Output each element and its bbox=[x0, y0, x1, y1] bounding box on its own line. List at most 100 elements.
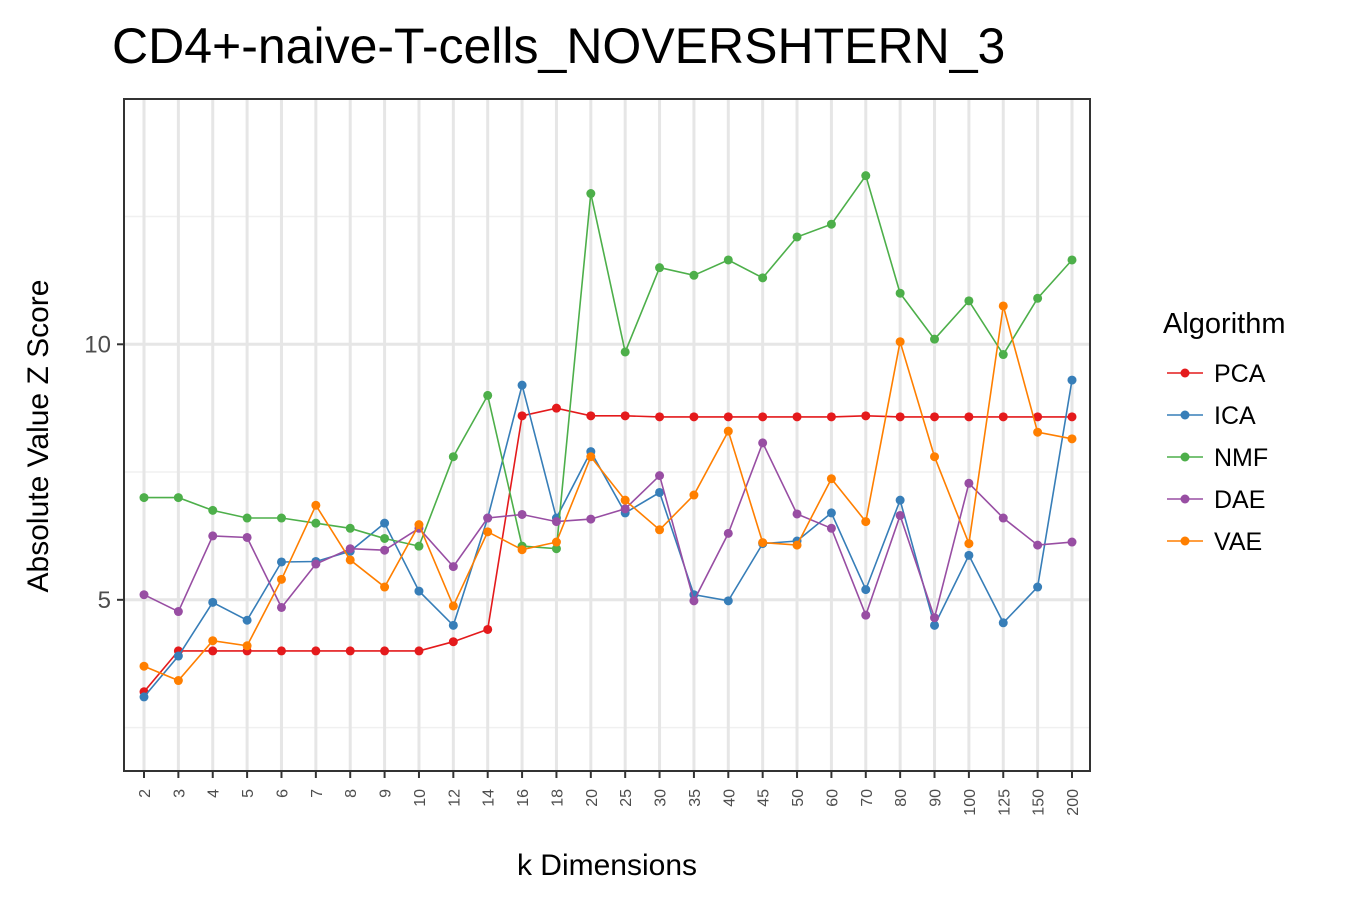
data-point-nmf bbox=[964, 296, 974, 306]
x-tick-label: 150 bbox=[1031, 789, 1048, 816]
data-point-dae bbox=[620, 504, 630, 514]
data-point-vae bbox=[758, 538, 768, 548]
data-point-vae bbox=[345, 555, 355, 565]
data-point-pca bbox=[620, 411, 630, 421]
data-point-dae bbox=[517, 509, 527, 519]
data-point-pca bbox=[826, 412, 836, 422]
data-point-nmf bbox=[139, 493, 149, 503]
data-point-nmf bbox=[242, 513, 252, 523]
data-point-nmf bbox=[311, 518, 321, 528]
data-point-ica bbox=[1067, 375, 1077, 385]
data-point-dae bbox=[345, 544, 355, 554]
series-line-dae bbox=[143, 440, 1073, 621]
data-point-ica bbox=[517, 380, 527, 390]
x-tick-label: 18 bbox=[549, 789, 566, 807]
data-point-pca bbox=[689, 412, 699, 422]
data-point-nmf bbox=[861, 171, 871, 181]
data-point-nmf bbox=[792, 232, 802, 242]
y-tick-label: 10 bbox=[84, 331, 111, 358]
data-point-dae bbox=[586, 514, 596, 524]
x-tick-label: 200 bbox=[1065, 789, 1082, 816]
data-point-dae bbox=[758, 438, 768, 448]
legend-label-vae: VAE bbox=[1214, 528, 1262, 556]
x-tick-label: 7 bbox=[309, 789, 326, 798]
data-point-dae bbox=[551, 517, 561, 527]
series-line-pca bbox=[143, 407, 1072, 693]
data-point-dae bbox=[1067, 537, 1077, 547]
data-point-dae bbox=[311, 559, 321, 569]
data-point-pca bbox=[483, 624, 493, 634]
data-point-nmf bbox=[930, 334, 940, 344]
x-tick-label: 125 bbox=[996, 789, 1013, 816]
data-point-ica bbox=[964, 550, 974, 560]
data-point-ica bbox=[826, 508, 836, 518]
x-tick-label: 3 bbox=[171, 789, 188, 798]
data-point-pca bbox=[930, 412, 940, 422]
data-point-vae bbox=[1033, 427, 1043, 437]
data-point-pca bbox=[208, 646, 218, 656]
x-tick-label: 2 bbox=[137, 789, 154, 798]
data-point-dae bbox=[655, 471, 665, 481]
data-point-ica bbox=[139, 692, 149, 702]
data-point-pca bbox=[792, 412, 802, 422]
data-point-dae bbox=[380, 545, 390, 555]
data-point-vae bbox=[655, 525, 665, 535]
legend-point-nmf bbox=[1180, 452, 1190, 462]
data-point-vae bbox=[586, 452, 596, 462]
data-point-vae bbox=[930, 452, 940, 462]
data-point-ica bbox=[448, 620, 458, 630]
data-point-nmf bbox=[173, 493, 183, 503]
data-point-ica bbox=[895, 495, 905, 505]
data-point-vae bbox=[380, 582, 390, 592]
data-point-dae bbox=[139, 590, 149, 600]
data-point-pca bbox=[414, 646, 424, 656]
data-point-vae bbox=[689, 490, 699, 500]
data-point-vae bbox=[998, 301, 1008, 311]
data-point-vae bbox=[208, 636, 218, 646]
data-point-ica bbox=[861, 585, 871, 595]
data-point-pca bbox=[311, 646, 321, 656]
data-point-vae bbox=[861, 517, 871, 527]
x-tick-label: 4 bbox=[206, 789, 223, 798]
data-point-ica bbox=[1033, 582, 1043, 592]
data-point-ica bbox=[998, 618, 1008, 628]
data-point-nmf bbox=[448, 452, 458, 462]
data-point-nmf bbox=[586, 189, 596, 199]
data-point-pca bbox=[1033, 412, 1043, 422]
data-point-nmf bbox=[1067, 255, 1077, 265]
data-point-nmf bbox=[1033, 293, 1043, 303]
data-point-ica bbox=[242, 615, 252, 625]
legend-label-dae: DAE bbox=[1214, 486, 1265, 514]
data-point-pca bbox=[861, 411, 871, 421]
data-point-vae bbox=[895, 337, 905, 347]
data-point-vae bbox=[792, 540, 802, 550]
x-tick-label: 16 bbox=[515, 789, 532, 807]
data-point-pca bbox=[551, 403, 561, 413]
data-point-dae bbox=[723, 528, 733, 538]
data-point-dae bbox=[208, 531, 218, 541]
data-point-vae bbox=[173, 676, 183, 686]
data-point-pca bbox=[1067, 412, 1077, 422]
data-point-vae bbox=[964, 539, 974, 549]
data-point-vae bbox=[826, 474, 836, 484]
x-tick-label: 12 bbox=[446, 789, 463, 807]
data-point-pca bbox=[655, 412, 665, 422]
x-tick-label: 45 bbox=[756, 789, 773, 807]
x-tick-label: 6 bbox=[274, 789, 291, 798]
data-point-pca bbox=[276, 646, 286, 656]
data-point-vae bbox=[276, 574, 286, 584]
data-point-nmf bbox=[758, 273, 768, 283]
data-point-nmf bbox=[551, 544, 561, 554]
x-tick-label: 40 bbox=[721, 789, 738, 807]
data-point-vae bbox=[242, 641, 252, 651]
data-point-nmf bbox=[208, 505, 218, 515]
data-point-pca bbox=[998, 412, 1008, 422]
data-point-pca bbox=[723, 412, 733, 422]
data-point-ica bbox=[723, 596, 733, 606]
legend-point-ica bbox=[1180, 410, 1190, 420]
legend-point-pca bbox=[1180, 368, 1190, 378]
data-point-vae bbox=[723, 426, 733, 436]
data-point-pca bbox=[964, 412, 974, 422]
data-point-pca bbox=[380, 646, 390, 656]
